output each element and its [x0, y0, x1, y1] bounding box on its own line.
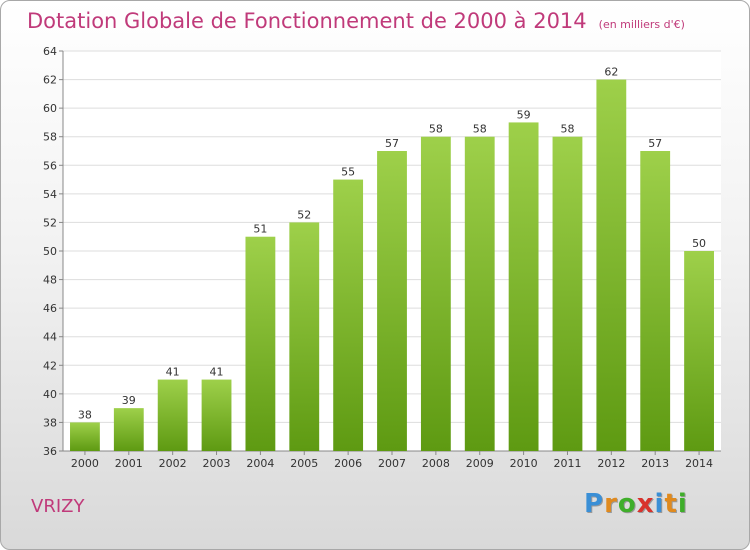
chart-units: (en milliers d'€)	[598, 18, 685, 31]
y-tick-label: 38	[43, 416, 57, 429]
bar-value-label: 52	[297, 208, 311, 221]
bar	[289, 222, 320, 451]
bar-value-label: 41	[210, 366, 224, 379]
y-tick-label: 48	[43, 274, 57, 287]
bar-value-label: 50	[692, 237, 706, 250]
x-tick-label: 2006	[334, 457, 362, 470]
bar	[157, 379, 188, 451]
bar-value-label: 58	[473, 123, 487, 136]
bar	[508, 122, 539, 451]
brand-letter: r	[604, 489, 618, 519]
bar-value-label: 59	[517, 108, 531, 121]
bar	[377, 151, 407, 451]
x-tick-label: 2008	[422, 457, 450, 470]
x-tick-label: 2005	[290, 457, 318, 470]
y-tick-label: 52	[43, 216, 57, 229]
y-tick-label: 40	[43, 388, 57, 401]
brand-letter: P	[584, 489, 605, 519]
bar	[640, 151, 671, 451]
bar-value-label: 41	[166, 366, 180, 379]
x-tick-label: 2003	[203, 457, 231, 470]
y-tick-label: 64	[43, 45, 57, 58]
bar	[113, 408, 144, 451]
bar	[596, 79, 627, 452]
commune-name: VRIZY	[31, 496, 85, 517]
x-tick-label: 2010	[510, 457, 538, 470]
chart-title-text: Dotation Globale de Fonctionnement de 20…	[27, 9, 587, 33]
x-tick-label: 2007	[378, 457, 406, 470]
y-tick-label: 42	[43, 359, 57, 372]
x-tick-label: 2012	[597, 457, 625, 470]
bar-value-label: 39	[122, 394, 136, 407]
y-tick-label: 54	[43, 188, 57, 201]
bar	[552, 136, 583, 451]
brand-letter: t	[664, 489, 678, 519]
y-tick-label: 44	[43, 331, 57, 344]
bar-value-label: 57	[648, 137, 662, 150]
bar	[333, 179, 364, 452]
bar	[245, 236, 276, 451]
bar-value-label: 62	[604, 66, 618, 79]
y-tick-label: 50	[43, 245, 57, 258]
brand-letter: x	[636, 489, 655, 519]
x-tick-label: 2000	[71, 457, 99, 470]
proxiti-logo: Proxiti	[584, 489, 688, 519]
bar-value-label: 51	[253, 223, 267, 236]
x-tick-label: 2002	[159, 457, 187, 470]
chart-title: Dotation Globale de Fonctionnement de 20…	[27, 9, 685, 33]
x-tick-label: 2001	[115, 457, 143, 470]
bar	[684, 251, 714, 451]
y-tick-label: 36	[43, 445, 57, 458]
x-tick-label: 2011	[553, 457, 581, 470]
bar-value-label: 58	[560, 123, 574, 136]
y-tick-label: 60	[43, 102, 57, 115]
x-tick-label: 2013	[641, 457, 669, 470]
bar-value-label: 38	[78, 408, 92, 421]
bar-value-label: 55	[341, 166, 355, 179]
bar-value-label: 58	[429, 123, 443, 136]
y-tick-label: 58	[43, 131, 57, 144]
x-tick-label: 2014	[685, 457, 713, 470]
bar	[201, 379, 232, 451]
brand-letter: i	[677, 489, 688, 519]
bar	[464, 136, 495, 451]
x-tick-label: 2004	[246, 457, 274, 470]
bar	[70, 422, 100, 451]
x-tick-label: 2009	[466, 457, 494, 470]
bar-value-label: 57	[385, 137, 399, 150]
y-tick-label: 56	[43, 159, 57, 172]
y-tick-label: 62	[43, 74, 57, 87]
bar	[420, 136, 451, 451]
brand-letter: o	[617, 489, 637, 519]
brand-letter: i	[654, 489, 665, 519]
y-tick-label: 46	[43, 302, 57, 315]
